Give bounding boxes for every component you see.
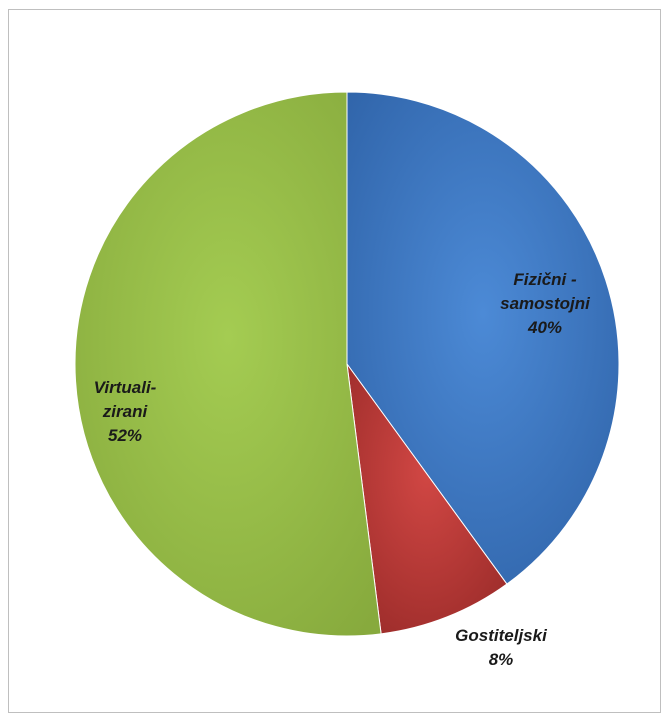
pie-slice-2 <box>74 91 382 637</box>
pie-slice-0 <box>346 91 620 585</box>
data-label-1: Gostiteljski 8% <box>455 626 548 669</box>
data-label-2: Virtuali-zirani 52% <box>94 378 157 445</box>
pie-slice-1 <box>346 363 508 635</box>
data-label-0: Fizični -samostojni 40% <box>500 270 591 337</box>
